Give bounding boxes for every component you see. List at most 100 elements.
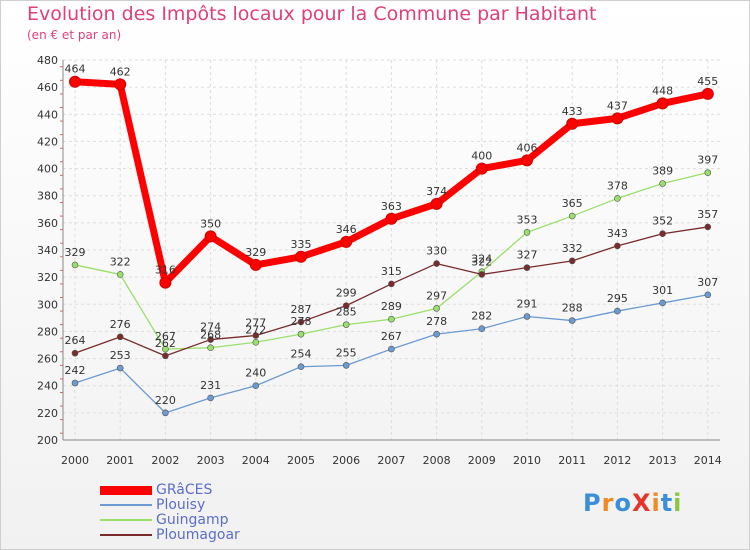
x-tick-label: 2013 [649,454,677,467]
data-point [566,117,579,130]
data-label: 329 [65,246,86,259]
legend-swatch [100,486,152,495]
data-point [433,260,440,267]
data-label: 242 [65,364,86,377]
data-label: 299 [336,287,357,300]
data-label: 254 [291,348,312,361]
data-point [388,315,395,323]
data-point [701,87,714,100]
data-point [249,258,262,271]
y-tick-label: 240 [37,380,58,393]
data-point [611,112,624,125]
data-label: 322 [110,255,131,268]
data-label: 255 [336,346,357,359]
legend-swatch [100,504,152,506]
data-point [523,264,531,271]
data-point [342,321,350,328]
legend-swatch [100,534,152,536]
data-label: 448 [652,84,673,97]
data-point [162,352,169,360]
data-point [614,195,621,202]
data-label: 350 [200,217,221,230]
data-label: 365 [562,197,583,210]
data-point [159,276,172,289]
x-tick-label: 2011 [558,454,586,467]
data-label: 220 [155,394,176,407]
data-point [204,230,217,243]
data-label: 288 [562,302,583,315]
data-label: 278 [291,315,312,328]
data-point [71,261,79,269]
data-label: 433 [562,105,583,118]
data-label: 307 [697,276,718,289]
data-point [162,345,169,353]
x-tick-label: 2007 [377,454,405,467]
data-label: 301 [652,284,673,297]
data-point [207,394,214,402]
data-label: 406 [517,141,538,154]
x-tick-label: 2009 [468,454,496,467]
x-tick-label: 2000 [61,454,89,467]
chart-subtitle: (en € et par an) [27,28,122,42]
data-point [523,313,531,320]
data-point [614,307,621,315]
data-label: 291 [517,298,538,311]
data-point [297,363,305,371]
data-label: 274 [200,321,221,334]
data-point [297,330,305,338]
data-label: 264 [65,334,86,347]
data-label: 287 [291,303,312,316]
data-point [342,302,350,309]
data-point [116,364,124,372]
data-point [342,362,350,369]
data-label: 330 [426,245,447,258]
data-point [704,223,712,231]
data-label: 343 [607,227,628,240]
data-point [568,257,576,265]
data-point [433,330,440,338]
x-tick-label: 2008 [423,454,451,467]
data-label: 240 [245,367,266,380]
data-point [69,75,81,88]
y-tick-label: 300 [37,298,58,311]
y-tick-label: 420 [37,135,58,148]
data-point [385,212,398,225]
data-label: 363 [381,200,402,213]
data-point [252,332,260,339]
data-label: 295 [607,292,628,305]
legend-label: GRâCES [156,482,213,498]
data-label: 322 [471,255,492,268]
data-label: 276 [110,318,131,331]
data-label: 329 [245,246,266,259]
data-point [252,338,260,346]
data-point [478,325,486,333]
legend-label: Plouisy [156,497,206,513]
data-label: 455 [697,75,718,88]
x-tick-label: 2014 [694,454,722,467]
y-tick-label: 280 [37,325,58,338]
y-tick-label: 400 [37,163,58,176]
data-point [430,197,443,210]
data-label: 353 [517,213,538,226]
data-point [71,349,79,357]
data-point [659,230,666,238]
data-point [659,299,666,307]
data-label: 327 [517,249,538,262]
data-point [207,344,214,352]
data-label: 253 [110,349,131,362]
data-point [523,229,531,236]
data-label: 324 [471,253,492,266]
data-label: 335 [291,238,312,251]
y-tick-label: 440 [37,108,58,121]
data-point [475,162,488,175]
data-point [388,280,395,288]
data-label: 462 [110,65,131,78]
data-label: 297 [426,289,447,302]
data-label: 262 [155,337,176,350]
data-point [659,180,666,187]
y-tick-label: 320 [37,271,58,284]
x-tick-label: 2004 [242,454,270,467]
data-point [116,271,124,278]
data-label: 352 [652,215,673,228]
